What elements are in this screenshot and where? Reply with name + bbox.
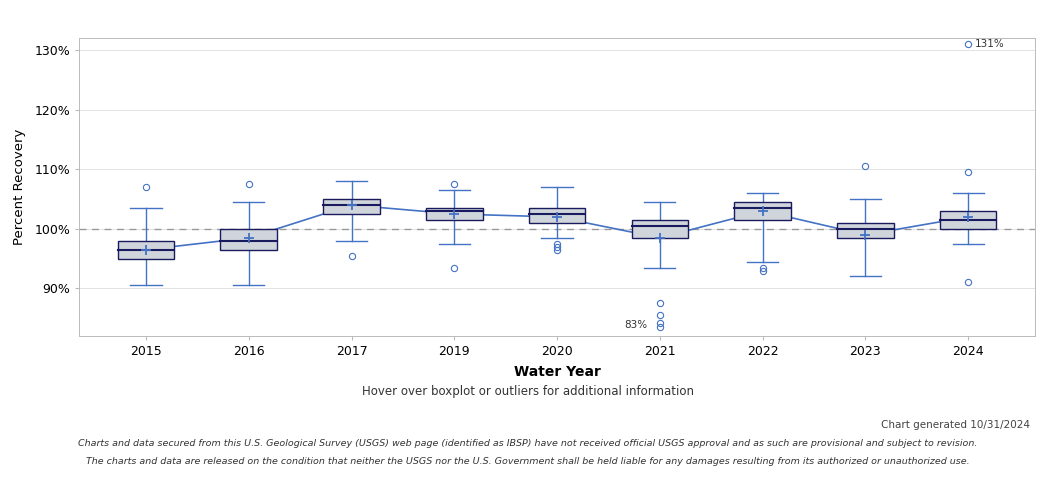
Bar bbox=[529, 208, 585, 223]
Bar bbox=[837, 223, 893, 238]
Text: Chart generated 10/31/2024: Chart generated 10/31/2024 bbox=[881, 420, 1030, 430]
Text: The charts and data are released on the condition that neither the USGS nor the : The charts and data are released on the … bbox=[87, 457, 969, 466]
X-axis label: Water Year: Water Year bbox=[513, 365, 601, 379]
Bar bbox=[426, 208, 483, 220]
Text: Hover over boxplot or outliers for additional information: Hover over boxplot or outliers for addit… bbox=[362, 384, 694, 398]
Y-axis label: Percent Recovery: Percent Recovery bbox=[13, 129, 26, 245]
Text: 83%: 83% bbox=[624, 320, 647, 330]
Bar bbox=[631, 220, 689, 238]
Text: 131%: 131% bbox=[976, 39, 1005, 49]
Bar bbox=[221, 229, 277, 250]
Bar bbox=[117, 241, 174, 259]
Text: Charts and data secured from this U.S. Geological Survey (USGS) web page (identi: Charts and data secured from this U.S. G… bbox=[78, 440, 978, 448]
Bar bbox=[940, 211, 997, 229]
Bar bbox=[734, 202, 791, 220]
Bar bbox=[323, 199, 380, 214]
